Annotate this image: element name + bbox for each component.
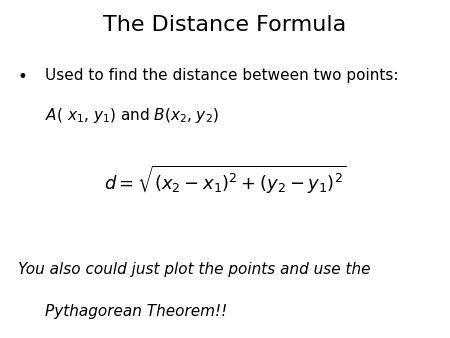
Text: Pythagorean Theorem!!: Pythagorean Theorem!! — [45, 304, 227, 319]
Text: You also could just plot the points and use the: You also could just plot the points and … — [18, 262, 370, 277]
Text: Used to find the distance between two points:: Used to find the distance between two po… — [45, 68, 399, 82]
Text: The Distance Formula: The Distance Formula — [104, 15, 346, 35]
Text: $d = \sqrt{(x_2 - x_1)^2 + (y_2 - y_1)^2}$: $d = \sqrt{(x_2 - x_1)^2 + (y_2 - y_1)^2… — [104, 164, 346, 196]
Text: $\mathit{A}$( $\mathit{x}_1$, $\mathit{y}_1$) and $\mathit{B}$($\mathit{x}_2$, $: $\mathit{A}$( $\mathit{x}_1$, $\mathit{y… — [45, 106, 219, 125]
Text: •: • — [18, 68, 28, 86]
